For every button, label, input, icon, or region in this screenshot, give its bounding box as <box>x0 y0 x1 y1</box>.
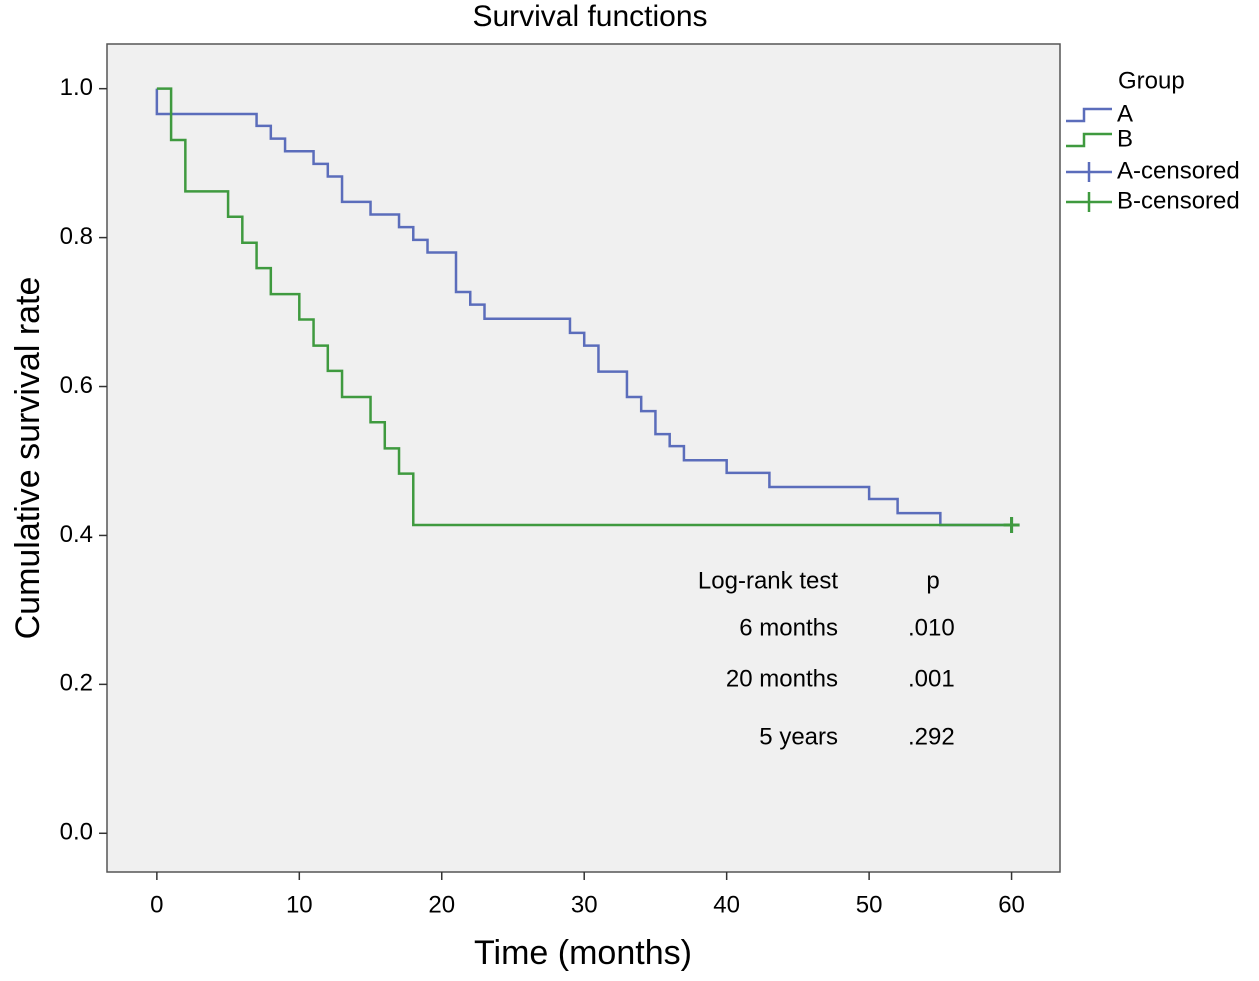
y-axis-label: Cumulative survival rate <box>9 277 47 640</box>
x-tick-label: 30 <box>571 891 598 918</box>
annotation-row-label: 6 months <box>739 614 838 641</box>
y-tick-label: 0.2 <box>60 670 93 697</box>
annotation-header: Log-rank test <box>698 567 838 594</box>
legend-label: B-censored <box>1117 187 1240 214</box>
x-tick-label: 60 <box>998 891 1025 918</box>
annotation-row-value: .292 <box>908 723 955 750</box>
survival-line <box>155 88 1012 527</box>
annotation-row-value: .001 <box>908 665 955 692</box>
y-tick-label: 0.0 <box>60 819 93 846</box>
x-axis-label: Time (months) <box>474 934 692 972</box>
survival-line <box>156 87 1012 527</box>
plot-area <box>106 43 1061 873</box>
annotation-row-value: .010 <box>908 614 955 641</box>
censor-mark <box>1003 517 1020 534</box>
annotation-header: p <box>926 567 939 594</box>
y-tick-label: 0.8 <box>60 223 93 250</box>
x-tick-label: 0 <box>150 891 163 918</box>
legend-swatch <box>1066 107 1112 123</box>
y-tick-label: 0.6 <box>60 372 93 399</box>
y-tick-label: 0.4 <box>60 521 93 548</box>
legend-label: B <box>1117 125 1133 152</box>
x-tick-label: 40 <box>713 891 740 918</box>
legend-title: Group <box>1118 67 1185 94</box>
legend-label: A-censored <box>1117 157 1240 184</box>
legend-swatch <box>1066 162 1112 182</box>
x-tick-label: 10 <box>286 891 313 918</box>
annotation-row-label: 20 months <box>726 665 838 692</box>
legend-swatch <box>1066 192 1112 212</box>
annotation-row-label: 5 years <box>759 723 838 750</box>
legend-label: A <box>1117 100 1133 127</box>
x-tick-label: 50 <box>856 891 883 918</box>
x-tick-label: 20 <box>428 891 455 918</box>
legend-swatch <box>1066 132 1112 148</box>
chart-title: Survival functions <box>472 0 707 33</box>
y-tick-label: 1.0 <box>60 74 93 101</box>
